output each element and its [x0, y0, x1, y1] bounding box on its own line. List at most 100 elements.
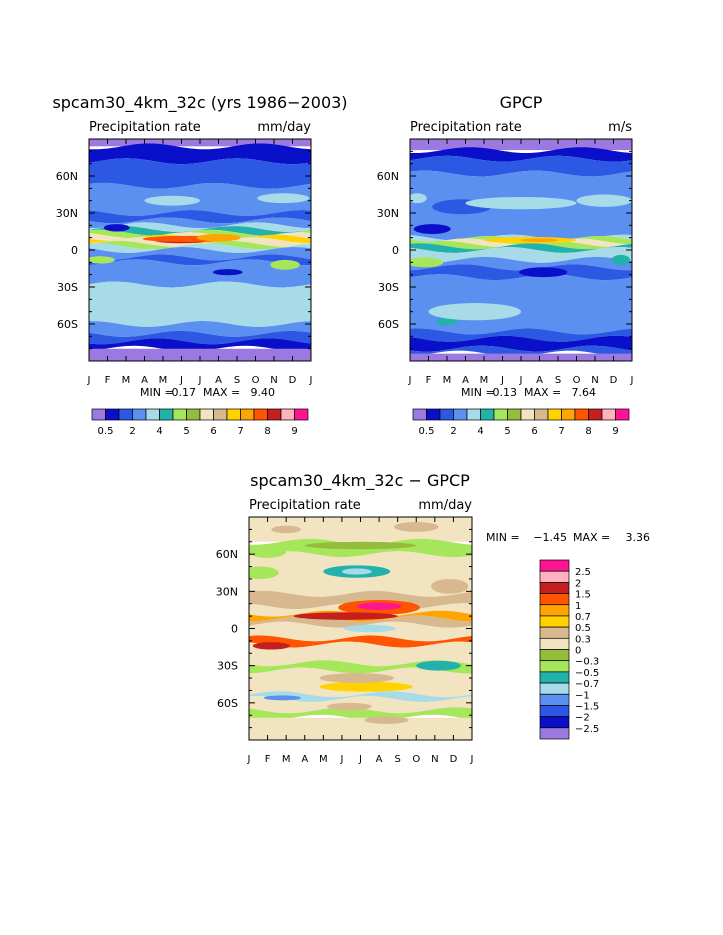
- colorbar-swatch: [561, 408, 576, 421]
- month-tick-label: J: [408, 375, 412, 386]
- panel-units: mm/day: [418, 498, 472, 513]
- contour-blob: [413, 224, 451, 234]
- contour-band: [410, 345, 632, 357]
- contour-fill: [89, 139, 311, 361]
- contour-band: [410, 335, 632, 352]
- contour-band: [410, 240, 632, 250]
- contour-blob: [249, 566, 279, 579]
- colorbar-swatch: [145, 408, 160, 421]
- colorbar-swatch: [539, 727, 570, 740]
- contour-band: [410, 243, 632, 253]
- colorbar-swatch: [574, 408, 589, 421]
- min-value: 0.17: [172, 386, 197, 399]
- contour-blob: [341, 568, 372, 575]
- min-label: MIN =: [461, 386, 495, 399]
- colorbar-swatch: [426, 408, 441, 421]
- lat-tick-label: 30N: [377, 207, 399, 220]
- panel-title: spcam30_4km_32c (yrs 1986−2003): [52, 93, 347, 113]
- lat-tick-label: 0: [392, 244, 399, 257]
- contour-band: [89, 281, 311, 327]
- colorbar-label: 2.5: [575, 567, 591, 578]
- month-tick-label: M: [122, 375, 131, 386]
- colorbar-swatch: [539, 660, 570, 673]
- contour-band: [89, 321, 311, 337]
- colorbar-label: 5: [183, 426, 189, 437]
- contour-band: [89, 217, 311, 229]
- contour-blob: [263, 695, 302, 701]
- contour-blob: [144, 195, 200, 206]
- month-tick-label: S: [234, 375, 240, 386]
- colorbar: 0.5 2 4 5 6 7 8 9: [412, 408, 630, 437]
- month-tick-label: J: [358, 754, 362, 765]
- colorbar-label: 0.5: [575, 623, 591, 634]
- contour-blob: [319, 681, 413, 692]
- contour-blob: [103, 224, 130, 232]
- colorbar-swatch: [539, 682, 570, 695]
- contour-band: [89, 234, 311, 244]
- contour-band: [89, 254, 311, 266]
- contour-blob: [249, 545, 287, 558]
- colorbar-swatch: [539, 649, 570, 662]
- contour-blob: [431, 578, 469, 594]
- max-value: 7.64: [572, 386, 597, 399]
- contour-band: [89, 229, 311, 239]
- colorbar-swatch: [172, 408, 187, 421]
- contour-blob: [304, 541, 417, 550]
- colorbar-label: 2: [575, 578, 581, 589]
- lat-axis-labels: 60N 30N 0 30S 60S: [216, 548, 238, 710]
- contour-band: [89, 143, 311, 165]
- month-tick-label: A: [301, 754, 308, 765]
- contour-band: [249, 641, 472, 667]
- contour-band: [89, 338, 311, 352]
- contour-blob: [465, 196, 577, 210]
- contour-blob: [196, 233, 241, 242]
- contour-band: [249, 635, 472, 648]
- colorbar-label: −0.7: [575, 679, 599, 690]
- min-label: MIN =: [140, 386, 174, 399]
- month-tick-label: J: [500, 375, 504, 386]
- lat-tick-label: 30S: [378, 281, 399, 294]
- contour-band: [410, 155, 632, 177]
- colorbar-swatch: [539, 671, 570, 684]
- panel-units: mm/day: [257, 120, 311, 135]
- month-tick-label: J: [247, 754, 251, 765]
- contour-blob: [393, 521, 439, 532]
- lat-tick-label: 60S: [57, 318, 78, 331]
- month-tick-label: O: [412, 754, 420, 765]
- colorbar-label: −0.3: [575, 657, 599, 668]
- colorbar-swatch: [280, 408, 295, 421]
- contour-band: [410, 147, 632, 162]
- colorbar-label: 0: [575, 646, 581, 657]
- month-tick-label: J: [309, 375, 313, 386]
- colorbar-label: −1.5: [575, 701, 599, 712]
- month-tick-label: A: [215, 375, 222, 386]
- colorbar-swatch: [539, 637, 570, 650]
- month-tick-label: D: [289, 375, 297, 386]
- min-value: −1.45: [533, 531, 567, 544]
- panel-difference: spcam30_4km_32c − GPCP Precipitation rat…: [216, 471, 650, 765]
- contour-plot: [88, 138, 312, 362]
- colorbar-swatch: [213, 408, 228, 421]
- panel-units: m/s: [608, 120, 632, 135]
- contour-blob: [428, 303, 521, 321]
- contour-band: [249, 717, 472, 740]
- colorbar-label: 0.5: [98, 426, 114, 437]
- month-tick-label: M: [480, 375, 489, 386]
- colorbar-swatch: [294, 408, 309, 421]
- colorbar-label: 4: [156, 426, 162, 437]
- colorbar-swatch: [186, 408, 201, 421]
- lat-tick-label: 30S: [217, 660, 238, 673]
- colorbar-label: 1: [575, 601, 581, 612]
- contour-blob: [611, 254, 631, 265]
- month-tick-label: M: [282, 754, 291, 765]
- contour-band: [89, 182, 311, 216]
- contour-blob: [270, 259, 300, 270]
- min-label: MIN =: [486, 531, 520, 544]
- contour-band: [89, 330, 311, 345]
- colorbar-label: 2: [450, 426, 456, 437]
- contour-fill: [249, 517, 472, 740]
- contour-band: [89, 243, 311, 253]
